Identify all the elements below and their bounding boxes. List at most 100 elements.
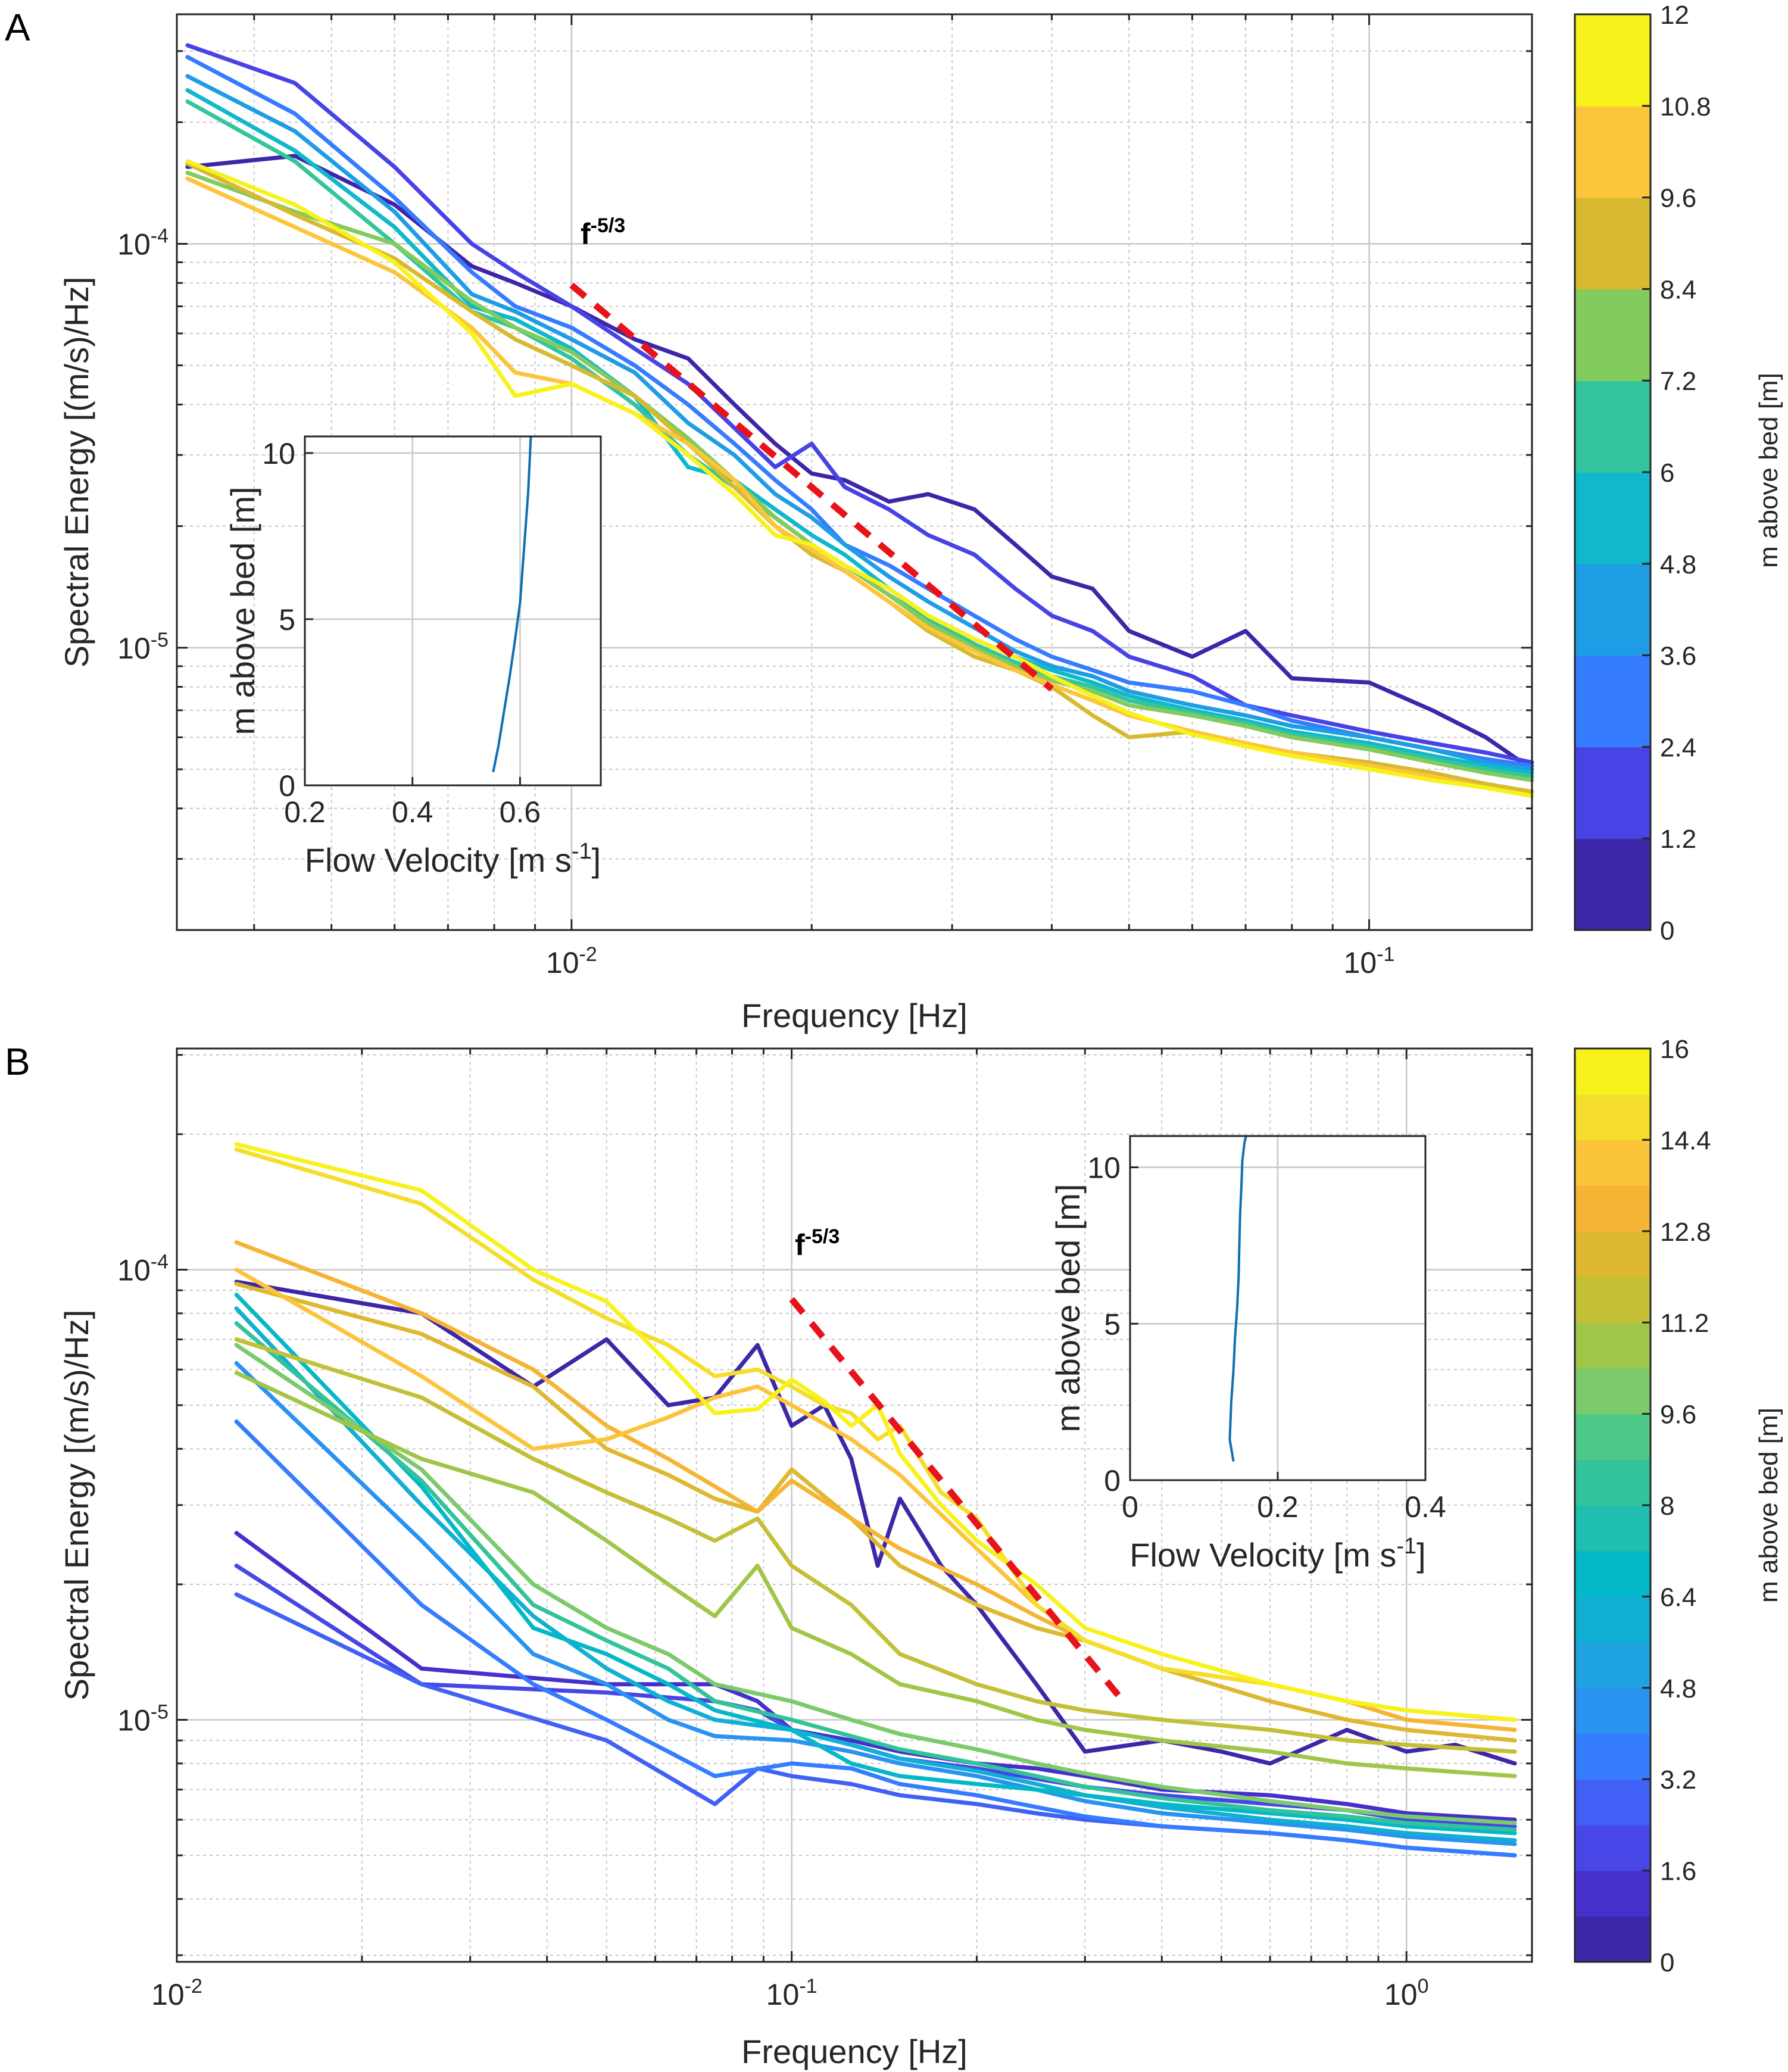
colorbar-tick-label: 16	[1660, 1035, 1689, 1064]
colorbar-tick-label: 11.2	[1660, 1309, 1709, 1338]
inset-ylabel: m above bed [m]	[1049, 1184, 1087, 1432]
inset-x-tick-label: 0.4	[1405, 1490, 1446, 1524]
inset-y-tick-label: 10	[1087, 1152, 1121, 1185]
panel-a-series	[185, 43, 1534, 798]
colorbar-tick-label: 12	[1660, 1, 1689, 30]
x-tick-label: 10-2	[546, 943, 597, 979]
panel-a-xlabel: Frequency [Hz]	[741, 997, 968, 1034]
x-tick-label: 10-1	[766, 1975, 817, 2011]
colorbar-segment	[1575, 380, 1650, 473]
series-line	[234, 1361, 1517, 1846]
y-tick-label: 10-4	[117, 1250, 168, 1287]
series-line	[234, 1321, 1517, 1832]
colorbar-tick-label: 3.6	[1660, 642, 1696, 671]
colorbar-tick-label: 0	[1660, 1948, 1674, 1977]
colorbar-segment	[1575, 1094, 1650, 1141]
colorbar-segment	[1575, 838, 1650, 931]
inset-xlabel: Flow Velocity [m s-1]	[1129, 1534, 1425, 1574]
panel-a-colorbar: 0 1.2 2.4 3.6 4.8 6 7.2 8.4 9.6 10.8 12	[1574, 1, 1711, 945]
inset-x-tick-label: 0.4	[392, 795, 433, 829]
velocity-profile-line	[492, 436, 532, 773]
panel-b-colorbar: 0 1.6 3.2 4.8 6.4 8 9.6 11.2 12.8 14.4 16	[1574, 1035, 1711, 1977]
colorbar-tick-label: 9.6	[1660, 1400, 1696, 1430]
series-line	[185, 176, 1534, 798]
panel-a-inset: 0.2 0.4 0.6 0 5 10 Flow Velocity [m s-1] m abov…	[224, 435, 602, 879]
colorbar-segment	[1575, 747, 1650, 839]
series-line	[234, 1280, 1517, 1766]
series-line	[185, 170, 1534, 782]
colorbar-segment	[1575, 1505, 1650, 1552]
series-line	[234, 1343, 1517, 1826]
colorbar-tick-label: 8.4	[1660, 275, 1696, 304]
series-line	[234, 1419, 1517, 1858]
panel-b-series	[234, 1142, 1517, 1858]
colorbar-segment	[1575, 472, 1650, 564]
colorbar-tick-label: 14.4	[1660, 1126, 1711, 1155]
inset-x-tick-label: 0.2	[1257, 1490, 1299, 1524]
colorbar-segment	[1575, 1916, 1650, 1962]
inset-axes-frame	[1129, 1135, 1427, 1481]
colorbar-segment	[1575, 1368, 1650, 1415]
inset-x-tick-label: 0	[1122, 1490, 1138, 1524]
colorbar-tick-label: 1.6	[1660, 1857, 1696, 1886]
y-tick-label: 10-5	[117, 1701, 168, 1737]
inset-axes-frame	[304, 435, 602, 787]
panel-b-colorbar-label: m above bed [m]	[1754, 1408, 1783, 1603]
series-line	[234, 1147, 1517, 1722]
panel-b-axes-frame	[176, 1047, 1533, 1963]
colorbar-segment	[1575, 1824, 1650, 1871]
colorbar-segment	[1575, 1185, 1650, 1232]
y-tick-label: 10-5	[117, 629, 168, 665]
colorbar-tick-label: 1.2	[1660, 825, 1696, 854]
colorbar-segment	[1575, 1322, 1650, 1369]
panel-b-inset: 0 0.2 0.4 0 5 10 Flow Velocity [m s-1] m above …	[1049, 1135, 1446, 1574]
colorbar-segment	[1575, 1687, 1650, 1734]
series-line	[234, 1293, 1517, 1836]
panel-a-reference-line: f-5/3	[569, 214, 1054, 692]
x-tick-label: 10-2	[151, 1975, 202, 2011]
colorbar-segment	[1575, 1277, 1650, 1323]
series-line	[234, 1337, 1517, 1754]
colorbar-segment	[1575, 1870, 1650, 1917]
panel-b-ylabel: Spectral Energy [(m/s)/Hz]	[58, 1310, 95, 1701]
series-line	[185, 154, 1534, 772]
colorbar-segment	[1575, 655, 1650, 748]
inset-y-tick-label: 5	[1104, 1308, 1121, 1341]
x-tick-label: 10-1	[1344, 943, 1395, 979]
inset-y-tick-label: 5	[279, 603, 295, 636]
panel-a-colorbar-label: m above bed [m]	[1754, 373, 1783, 568]
inset-y-tick-label: 10	[262, 437, 295, 470]
inset-x-tick-label: 0.2	[284, 795, 326, 829]
f-minus-five-thirds-line	[789, 1297, 1129, 1707]
colorbar-tick-label: 2.4	[1660, 733, 1696, 762]
colorbar-tick-label: 6.4	[1660, 1583, 1696, 1612]
panel-a-ylabel: Spectral Energy [(m/s)/Hz]	[58, 277, 95, 668]
colorbar-segment	[1575, 197, 1650, 290]
colorbar-segment	[1575, 105, 1650, 198]
series-line	[185, 74, 1534, 772]
panel-a-grid	[177, 14, 1532, 931]
colorbar-tick-label: 3.2	[1660, 1765, 1696, 1795]
colorbar-segment	[1575, 289, 1650, 381]
colorbar-tick-label: 10.8	[1660, 92, 1711, 121]
colorbar-tick-label: 4.8	[1660, 550, 1696, 579]
colorbar-segment	[1575, 1596, 1650, 1643]
colorbar-tick-label: 12.8	[1660, 1218, 1711, 1247]
inset-ylabel: m above bed [m]	[224, 486, 261, 735]
series-line	[234, 1281, 1517, 1743]
colorbar-segment	[1575, 1413, 1650, 1461]
panel-a-ticks: 10-2 10-1 10-5 10-4	[117, 14, 1532, 979]
x-tick-label: 100	[1384, 1975, 1429, 2011]
inset-y-tick-label: 0	[279, 769, 295, 803]
velocity-profile-line	[1228, 1135, 1247, 1462]
series-line	[234, 1306, 1517, 1843]
inset-x-tick-label: 0.6	[500, 795, 541, 829]
colorbar-tick-label: 7.2	[1660, 367, 1696, 396]
colorbar-segment	[1575, 14, 1650, 107]
series-line	[185, 43, 1534, 764]
colorbar-tick-label: 6	[1660, 458, 1674, 488]
colorbar-tick-label: 4.8	[1660, 1674, 1696, 1703]
